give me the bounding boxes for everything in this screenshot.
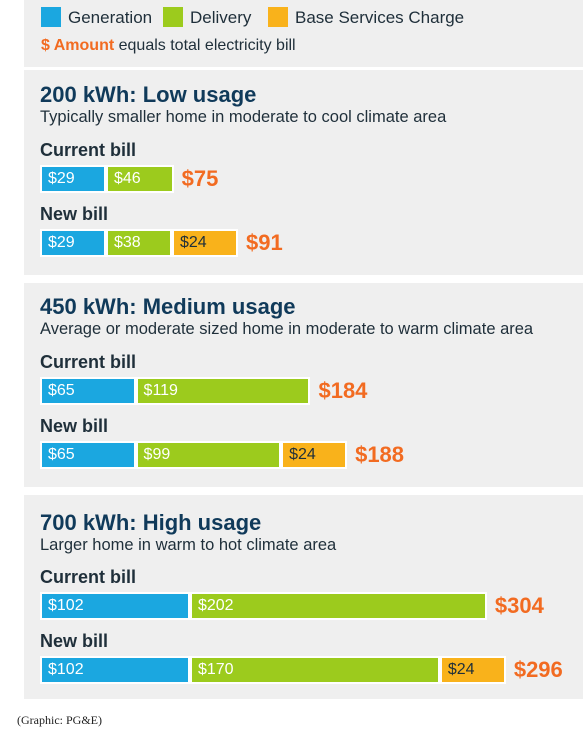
- new-bill-high-delivery-bar: $170: [189, 656, 440, 684]
- current-bill-low-total: $75: [181, 166, 219, 191]
- base-swatch: [268, 7, 288, 27]
- current-bill-low-delivery-bar: $46: [106, 165, 174, 193]
- new-bill-low-delivery-bar: $38: [106, 229, 172, 257]
- section-title-medium: 450 kWh: Medium usage: [40, 294, 296, 319]
- new-bill-high-total: $296: [513, 657, 563, 682]
- new-bill-medium-total: $188: [355, 442, 405, 467]
- section-title-low: 200 kWh: Low usage: [40, 82, 257, 107]
- new-bill-high-generation-bar: $102: [40, 656, 190, 684]
- new-bill-low-generation-bar: $29: [40, 229, 106, 257]
- new-bill-medium-delivery-bar: $99: [135, 441, 282, 469]
- current-bill-high-generation-bar: $102: [40, 592, 190, 620]
- note-amount: $ Amount: [41, 37, 115, 54]
- delivery-swatch: [163, 7, 183, 27]
- section-subtitle-medium: Average or moderate sized home in modera…: [40, 320, 534, 338]
- current-bill-low-generation-bar: $29: [40, 165, 106, 193]
- current-bill-high-total: $304: [494, 593, 544, 618]
- current-bill-medium-delivery-bar: $119: [135, 377, 311, 405]
- legend-base: Base Services Charge: [295, 8, 465, 27]
- current-bill-label-low: Current bill: [40, 140, 137, 160]
- current-bill-medium-generation-bar: $65: [40, 377, 136, 405]
- current-bill-medium-total: $184: [318, 378, 368, 403]
- new-bill-label-low: New bill: [40, 204, 109, 224]
- new-bill-high-base-bar: $24: [439, 656, 506, 684]
- current-bill-high-delivery-bar: $202: [189, 592, 487, 620]
- section-subtitle-high: Larger home in warm to hot climate area: [40, 536, 337, 554]
- new-bill-low-total: $91: [246, 230, 283, 255]
- note-rest: equals total electricity bill: [114, 37, 296, 54]
- section-title-high: 700 kWh: High usage: [40, 510, 262, 535]
- graphic-credit: (Graphic: PG&E): [17, 713, 102, 727]
- legend-delivery: Delivery: [190, 8, 252, 27]
- legend-note: $ Amount equals total electricity bill: [41, 37, 296, 55]
- new-bill-label-high: New bill: [40, 631, 109, 651]
- legend-generation: Generation: [68, 8, 153, 27]
- current-bill-label-medium: Current bill: [40, 352, 137, 372]
- new-bill-label-medium: New bill: [40, 416, 109, 436]
- current-bill-label-high: Current bill: [40, 567, 137, 587]
- section-subtitle-low: Typically smaller home in moderate to co…: [40, 108, 447, 126]
- new-bill-medium-base-bar: $24: [281, 441, 348, 469]
- legend-panel: Generation Delivery Base Services Charge…: [24, 0, 583, 67]
- generation-swatch: [41, 7, 61, 27]
- new-bill-low-base-bar: $24: [172, 229, 238, 257]
- new-bill-medium-generation-bar: $65: [40, 441, 136, 469]
